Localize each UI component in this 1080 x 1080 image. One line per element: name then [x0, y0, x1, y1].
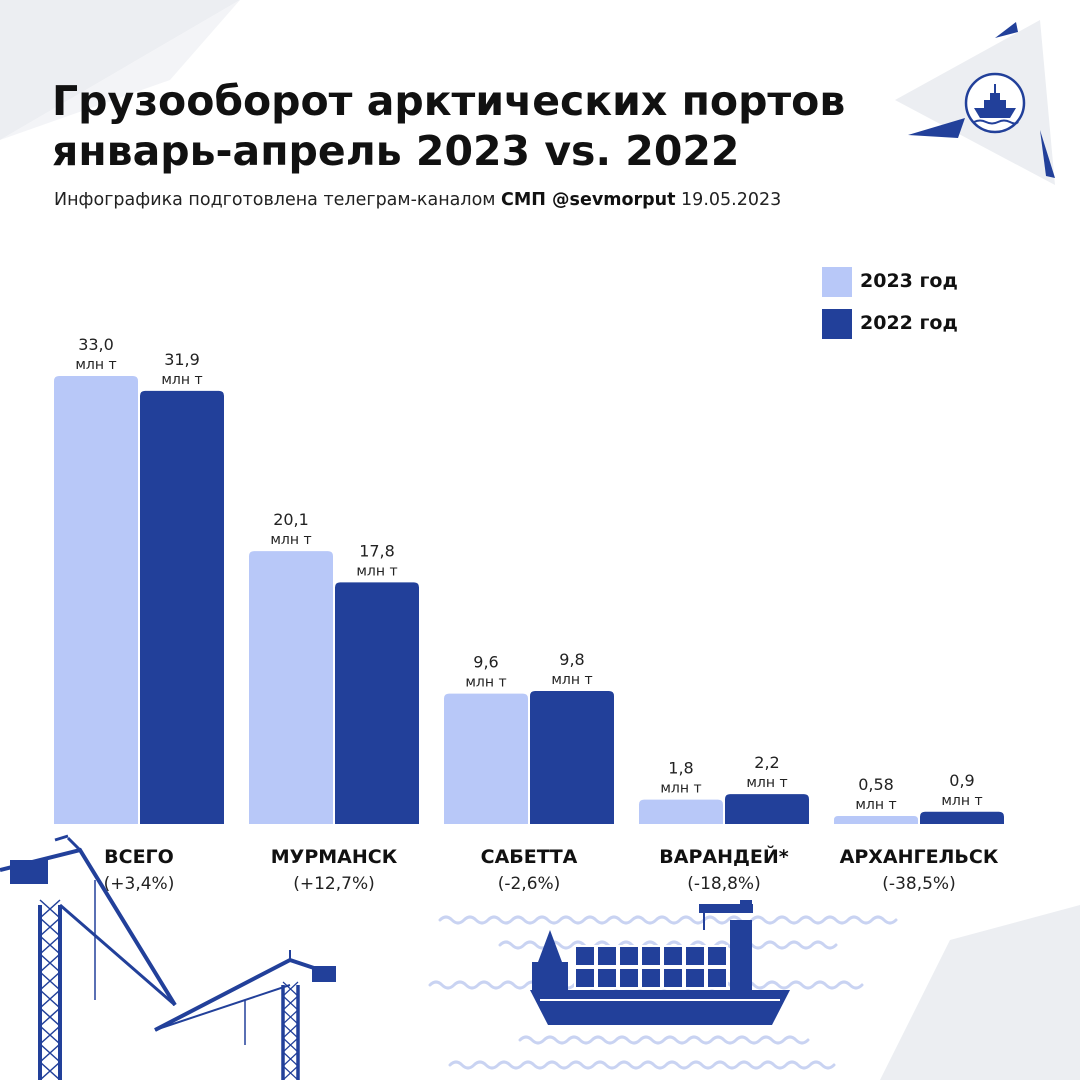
bar-2022-4: [920, 811, 1004, 824]
bar-2023-3: [639, 799, 723, 824]
title-line-1: Грузооборот арктических портов: [52, 77, 846, 125]
subtitle-channel: СМП @sevmorput: [501, 190, 676, 210]
bar-unit-label: млн т: [161, 372, 202, 388]
bar-2022-1: [335, 582, 419, 824]
category-change-label: (-38,5%): [882, 874, 955, 894]
bar-value-label: 1,8: [668, 759, 693, 778]
legend-swatch-2023: [822, 267, 852, 297]
bar-unit-label: млн т: [551, 672, 592, 688]
category-change-label: (+12,7%): [293, 874, 375, 894]
legend-label-2023: 2023 год: [860, 270, 958, 292]
legend-swatch-2022: [822, 309, 852, 339]
bar-2022-0: [140, 390, 224, 824]
crane-icon: [0, 834, 177, 1080]
bar-2023-1: [249, 551, 333, 824]
decor-triangle-top-left-2: [0, 0, 240, 140]
decor-accent-1: [908, 118, 965, 138]
bar-unit-label: млн т: [465, 675, 506, 691]
category-label: ВАРАНДЕЙ*: [659, 845, 789, 868]
bar-value-label: 9,8: [559, 650, 584, 669]
decor-accent-3: [1040, 130, 1055, 178]
chart-labels: 33,0 млн т 31,9 млн т ВСЕГО (+3,4%) 20,1 млн т 1…: [75, 335, 998, 894]
bar-2022-3: [725, 794, 809, 824]
subtitle-prefix: Инфографика подготовлена телеграм-канало…: [54, 190, 502, 210]
bar-2023-4: [834, 816, 918, 824]
bar-unit-label: млн т: [855, 797, 896, 813]
bar-2023-2: [444, 693, 528, 824]
category-change-label: (+3,4%): [104, 874, 175, 894]
bar-unit-label: млн т: [660, 781, 701, 797]
bar-unit-label: млн т: [941, 793, 982, 809]
bar-value-label: 33,0: [78, 335, 114, 354]
category-label: ВСЕГО: [104, 846, 174, 868]
category-label: АРХАНГЕЛЬСК: [840, 846, 999, 868]
bar-value-label: 31,9: [164, 350, 200, 369]
category-change-label: (-2,6%): [498, 874, 561, 894]
bar-value-label: 0,9: [949, 771, 974, 790]
category-label: МУРМАНСК: [271, 846, 398, 868]
subtitle-date: 19.05.2023: [675, 190, 782, 210]
bar-unit-label: млн т: [356, 563, 397, 579]
container-ship-icon: [530, 900, 790, 1025]
bar-value-label: 0,58: [858, 775, 894, 794]
decor-triangle-bottom-right: [880, 905, 1080, 1080]
decor-accent-2: [995, 22, 1018, 38]
category-label: САБЕТТА: [481, 846, 578, 868]
bar-unit-label: млн т: [75, 357, 116, 373]
page-title: Грузооборот арктических портов январь-ап…: [52, 76, 912, 176]
title-line-2: январь-апрель 2023 vs. 2022: [52, 127, 740, 175]
category-change-label: (-18,8%): [687, 874, 760, 894]
icebreaker-logo-icon: [964, 72, 1026, 134]
crane-icon: [154, 950, 336, 1080]
bar-2023-0: [54, 376, 138, 824]
bar-unit-label: млн т: [746, 775, 787, 791]
bar-value-label: 2,2: [754, 753, 779, 772]
bar-value-label: 9,6: [473, 653, 498, 672]
bottom-illustration: [0, 834, 898, 1080]
page-subtitle: Инфографика подготовлена телеграм-канало…: [54, 190, 781, 210]
legend-label-2022: 2022 год: [860, 312, 958, 334]
bar-value-label: 20,1: [273, 510, 309, 529]
bar-2022-2: [530, 690, 614, 824]
chart-bars: [54, 376, 1004, 824]
bar-value-label: 17,8: [359, 541, 395, 560]
bar-unit-label: млн т: [270, 532, 311, 548]
